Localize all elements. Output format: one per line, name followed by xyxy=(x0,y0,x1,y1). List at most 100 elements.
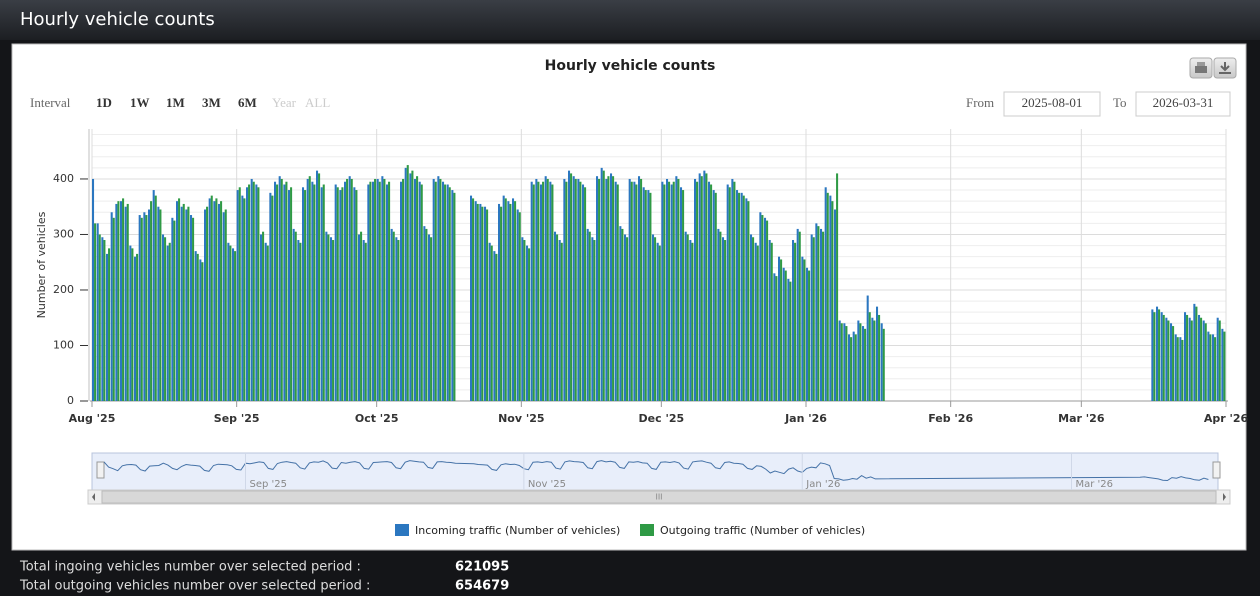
bar xyxy=(698,173,701,401)
bar xyxy=(540,184,543,401)
bar xyxy=(332,240,335,401)
bar xyxy=(556,234,559,401)
bar xyxy=(610,173,613,401)
bar xyxy=(178,198,181,401)
y-tick-label: 400 xyxy=(53,172,74,185)
bar xyxy=(234,251,237,401)
bar xyxy=(400,181,403,401)
bar xyxy=(626,237,629,401)
bar xyxy=(313,184,316,401)
bar xyxy=(1190,320,1193,401)
bar xyxy=(602,170,605,401)
scroll-right-arrow[interactable] xyxy=(1223,493,1226,501)
print-button[interactable] xyxy=(1189,57,1213,79)
bar xyxy=(532,184,535,401)
bar xyxy=(843,323,846,401)
bar xyxy=(1170,323,1173,401)
bar xyxy=(638,176,641,401)
bar xyxy=(176,201,179,401)
bar xyxy=(752,237,755,401)
bar xyxy=(652,234,655,401)
scroll-left-arrow[interactable] xyxy=(92,493,95,501)
bar xyxy=(306,178,309,401)
bar xyxy=(411,170,414,401)
bar xyxy=(364,242,367,401)
bar xyxy=(206,206,209,401)
x-tick-label: Sep '25 xyxy=(214,412,260,425)
bar xyxy=(126,203,129,401)
bar xyxy=(1202,320,1205,401)
bar xyxy=(663,184,666,401)
bar xyxy=(666,178,669,401)
bar xyxy=(367,184,370,401)
bar xyxy=(1151,309,1154,401)
interval-button[interactable]: 1D xyxy=(96,95,112,110)
bar xyxy=(262,231,265,401)
bar xyxy=(260,234,263,401)
interval-button[interactable]: 6M xyxy=(238,95,257,110)
bar xyxy=(514,201,517,401)
x-tick-label: Dec '25 xyxy=(639,412,685,425)
bar xyxy=(1176,337,1179,401)
bar xyxy=(204,209,207,401)
bar xyxy=(619,226,622,401)
bar xyxy=(484,206,487,401)
bar xyxy=(486,209,489,401)
bar xyxy=(264,242,267,401)
bar xyxy=(187,206,190,401)
page-title: Hourly vehicle counts xyxy=(20,9,215,30)
bar xyxy=(150,201,153,401)
bar xyxy=(859,323,862,401)
bar xyxy=(775,276,778,401)
bar xyxy=(232,248,235,401)
from-value: 2025-08-01 xyxy=(1022,95,1083,110)
bar xyxy=(852,331,855,401)
navigator-handle-left[interactable] xyxy=(96,461,105,479)
x-tick-label: Nov '25 xyxy=(498,412,544,425)
bar xyxy=(388,181,391,401)
interval-button[interactable]: 3M xyxy=(202,95,221,110)
bar xyxy=(560,242,563,401)
bar xyxy=(642,187,645,401)
scrollbar-thumb[interactable] xyxy=(101,490,1217,504)
bar xyxy=(500,206,503,401)
bar xyxy=(708,181,711,401)
navigator-handle-right[interactable] xyxy=(1212,461,1221,479)
from-input[interactable] xyxy=(1003,91,1101,117)
y-tick-label: 300 xyxy=(53,227,74,240)
bar xyxy=(106,253,109,401)
interval-button[interactable]: ALL xyxy=(305,95,330,110)
bar xyxy=(677,178,680,401)
to-input[interactable] xyxy=(1135,91,1231,117)
bar xyxy=(612,176,615,401)
bar xyxy=(834,209,837,401)
bar xyxy=(355,190,358,401)
bar xyxy=(122,198,125,401)
bar xyxy=(238,187,241,401)
bar xyxy=(880,323,883,401)
bar xyxy=(731,178,734,401)
bar xyxy=(1174,334,1177,401)
bar xyxy=(145,215,148,401)
bar xyxy=(817,226,820,401)
interval-button[interactable]: 1M xyxy=(166,95,185,110)
bar xyxy=(498,203,501,401)
bar xyxy=(166,245,169,401)
bar xyxy=(418,181,421,401)
bar xyxy=(714,192,717,401)
bar xyxy=(1198,314,1201,401)
bar xyxy=(661,181,664,401)
bar xyxy=(782,267,785,401)
bar xyxy=(409,173,412,401)
interval-button[interactable]: 1W xyxy=(130,95,150,110)
bar xyxy=(1216,317,1219,401)
bar xyxy=(103,240,106,401)
bar xyxy=(248,184,251,401)
bar xyxy=(530,181,533,401)
download-button[interactable] xyxy=(1213,57,1237,79)
interval-button[interactable]: Year xyxy=(272,95,297,110)
bar xyxy=(684,231,687,401)
bar xyxy=(374,178,377,401)
bar xyxy=(278,176,281,401)
